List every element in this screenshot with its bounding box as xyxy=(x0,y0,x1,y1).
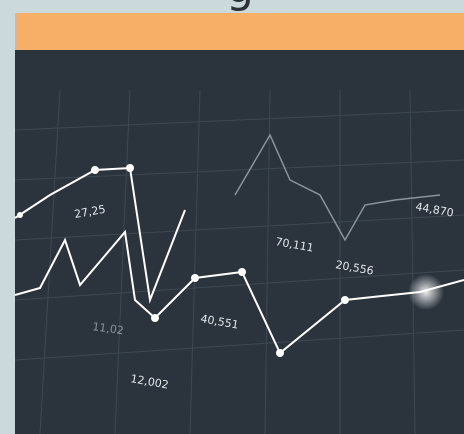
screenshot: g 27,25 70,111 20,556 44,870 xyxy=(0,0,464,434)
glow xyxy=(408,274,444,310)
image-background xyxy=(15,50,464,434)
chart-image: 27,25 70,111 20,556 44,870 40,551 12,002… xyxy=(0,0,464,434)
